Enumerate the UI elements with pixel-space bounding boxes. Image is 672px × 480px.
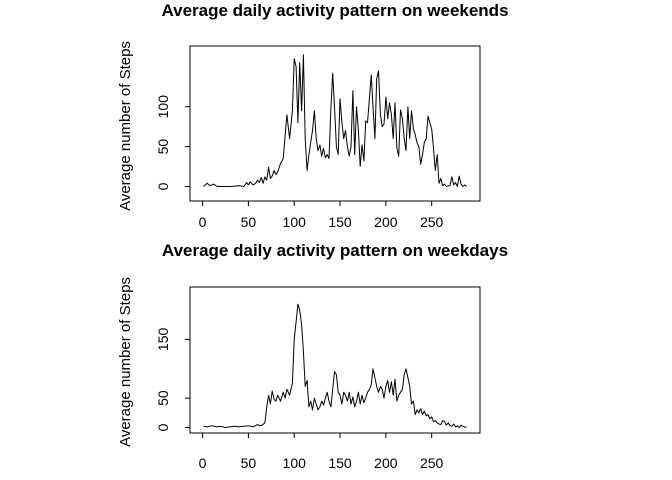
chart-panel-weekends: Average daily activity pattern on weeken…	[117, 1, 509, 230]
x-tick-label: 150	[328, 455, 352, 471]
series-line	[203, 54, 467, 187]
y-tick-label: 0	[155, 423, 171, 431]
x-tick-label: 200	[374, 214, 398, 230]
x-tick-label: 100	[283, 214, 307, 230]
y-axis-label: Average number of Steps	[117, 41, 134, 211]
x-tick-label: 250	[420, 455, 444, 471]
x-tick-label: 250	[420, 214, 444, 230]
y-tick-label: 0	[155, 182, 171, 190]
x-tick-label: 0	[199, 455, 207, 471]
y-axis-label: Average number of Steps	[117, 277, 134, 447]
y-tick-label: 50	[155, 390, 171, 406]
x-tick-label: 50	[241, 214, 257, 230]
chart-title: Average daily activity pattern on weeken…	[161, 1, 508, 20]
chart-title: Average daily activity pattern on weekda…	[162, 241, 508, 260]
chart-panel-weekdays: Average daily activity pattern on weekda…	[117, 241, 508, 471]
series-line	[203, 303, 467, 428]
x-tick-label: 150	[328, 214, 352, 230]
y-tick-label: 50	[155, 139, 171, 155]
plot-frame	[189, 286, 481, 434]
x-tick-label: 0	[199, 214, 207, 230]
y-tick-label: 100	[155, 95, 171, 119]
x-tick-label: 200	[374, 455, 398, 471]
x-tick-label: 100	[283, 455, 307, 471]
y-tick-label: 150	[155, 328, 171, 352]
x-tick-label: 50	[241, 455, 257, 471]
